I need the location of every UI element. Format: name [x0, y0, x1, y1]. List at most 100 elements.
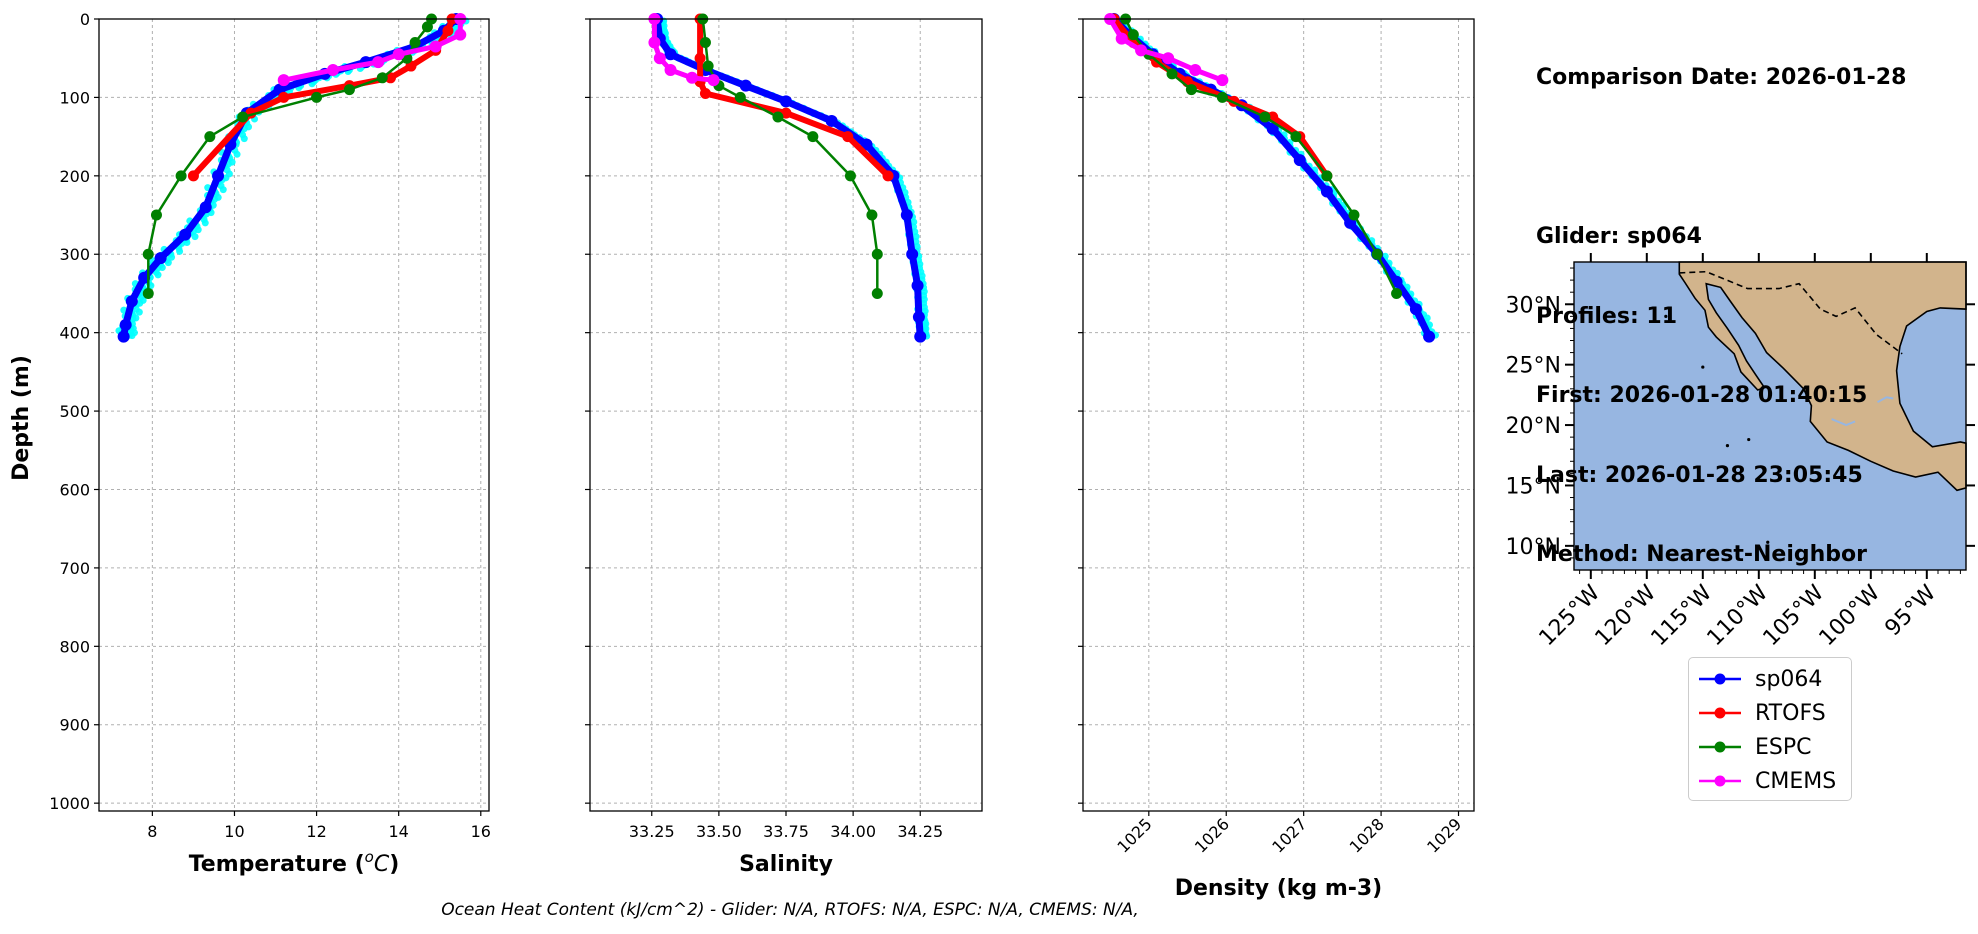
data-point-espc: [1185, 84, 1197, 96]
legend-label-cmems: CMEMS: [1755, 768, 1837, 794]
x-axis-label: Salinity: [739, 852, 833, 877]
island: [1747, 437, 1751, 442]
glider-point: [183, 239, 191, 247]
y-tick-label: 600: [59, 480, 90, 499]
x-tick-label: 1028: [1346, 814, 1388, 856]
data-point-espc: [142, 287, 154, 299]
glider-point: [912, 233, 920, 241]
island: [1664, 314, 1668, 318]
legend-label-espc: ESPC: [1755, 734, 1812, 760]
series-line-sp064: [120, 16, 459, 338]
data-point-sp064: [1293, 154, 1306, 167]
legend: sp064 RTOFS ESPC CMEMS: [1688, 657, 1852, 801]
y-tick-label: 400: [59, 324, 90, 343]
data-point-rtofs: [187, 170, 199, 182]
data-point-sp064: [154, 252, 167, 265]
data-point-sp064: [900, 209, 913, 222]
celsius-symbol: C: [374, 852, 390, 877]
data-point-cmems: [1216, 74, 1229, 87]
glider-point: [135, 308, 143, 316]
data-point-espc: [1166, 68, 1178, 80]
comparison-info: Comparison Date: 2026-01-28 Glider: sp06…: [1536, 12, 1906, 595]
river: [1831, 418, 1856, 427]
data-point-espc: [807, 131, 819, 143]
data-point-espc: [421, 21, 433, 33]
data-point-cmems: [454, 28, 467, 41]
data-point-sp064: [825, 114, 838, 127]
data-point-espc: [1216, 91, 1228, 103]
series-cmems: [277, 13, 467, 87]
data-point-espc: [204, 131, 216, 143]
data-point-cmems: [653, 52, 666, 65]
data-point-sp064: [212, 169, 225, 182]
y-tick-label: 700: [59, 559, 90, 578]
series-espc: [697, 13, 883, 299]
glider-name: Glider: sp064: [1536, 224, 1702, 249]
data-point-sp064: [179, 228, 192, 241]
y-tick-label: 900: [59, 716, 90, 735]
plot-frame: [1082, 18, 1475, 812]
y-tick-label: 300: [59, 245, 90, 264]
data-point-sp064: [912, 310, 925, 323]
data-point-rtofs: [442, 25, 454, 37]
data-point-rtofs: [278, 91, 290, 103]
lat-label: 25°N: [1506, 354, 1561, 379]
data-point-espc: [1348, 209, 1360, 221]
y-tick-label: 200: [59, 167, 90, 186]
x-tick-label: 1027: [1268, 814, 1310, 856]
data-point-cmems: [1115, 32, 1128, 45]
profile-count: Profiles: 11: [1536, 303, 1678, 329]
lat-label: 10°N: [1506, 535, 1561, 560]
data-point-cmems: [1135, 44, 1148, 57]
data-point-espc: [1371, 248, 1383, 260]
lat-label: 30°N: [1506, 293, 1561, 318]
x-tick-label: 10: [224, 822, 244, 841]
data-point-cmems: [707, 74, 720, 87]
data-point-sp064: [1423, 330, 1436, 343]
data-point-sp064: [1409, 303, 1422, 316]
legend-item-espc: ESPC: [1697, 732, 1812, 762]
x-tick-label: 34.25: [897, 822, 943, 841]
data-point-cmems: [686, 71, 699, 84]
lat-label: 20°N: [1506, 414, 1561, 439]
data-point-cmems: [1189, 63, 1202, 76]
glider-point: [240, 135, 248, 143]
spacer: [1536, 145, 1906, 172]
data-point-espc: [866, 209, 878, 221]
data-point-sp064: [1266, 122, 1279, 135]
x-tick-label: 34.00: [830, 822, 876, 841]
data-point-sp064: [914, 330, 927, 343]
island: [1725, 443, 1730, 448]
data-point-espc: [734, 91, 746, 103]
plot-frame: [589, 18, 983, 812]
data-point-sp064: [911, 279, 924, 292]
data-point-espc: [175, 170, 187, 182]
data-point-cmems: [664, 63, 677, 76]
last-profile-time: Last: 2026-01-28 23:05:45: [1536, 462, 1863, 488]
interpolation-method: Method: Nearest-Neighbor: [1536, 542, 1867, 567]
data-point-espc: [1290, 131, 1302, 143]
data-point-sp064: [125, 295, 138, 308]
panel-2: 33.25 33.50 33.75 34.00 34.25 Salinity: [585, 13, 983, 877]
data-point-rtofs: [694, 52, 706, 64]
data-point-espc: [1321, 170, 1333, 182]
data-point-rtofs: [699, 87, 711, 99]
panel-3: 1025 1026 1027 1028 1029 Density (kg m-3): [1078, 13, 1475, 901]
x-tick-label: 1029: [1423, 814, 1465, 856]
legend-item-sp064: sp064: [1697, 664, 1822, 694]
island: [1701, 365, 1705, 369]
legend-marker-espc: [1699, 741, 1741, 753]
data-point-sp064: [906, 248, 919, 261]
glider-point: [201, 219, 209, 227]
data-point-espc: [237, 111, 249, 123]
glider-point: [164, 259, 172, 267]
country-border: [1679, 270, 1903, 355]
data-point-cmems: [392, 48, 405, 61]
x-tick-label: 33.75: [763, 822, 809, 841]
y-tick-label: 0: [80, 10, 90, 29]
data-point-espc: [699, 37, 711, 49]
glider-point: [154, 271, 162, 279]
ocean-heat-content-footer: Ocean Heat Content (kJ/cm^2) - Glider: N…: [441, 900, 1139, 920]
degree-symbol: o: [365, 848, 374, 866]
